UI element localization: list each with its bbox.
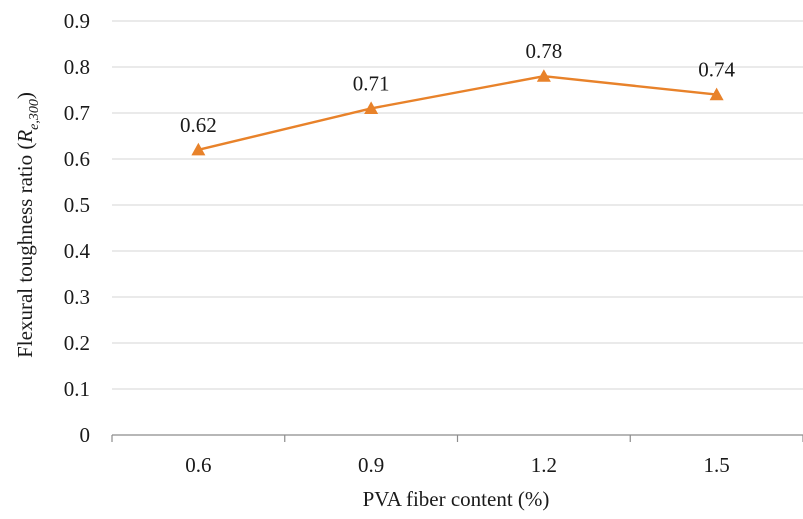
data-point-marker (536, 69, 551, 82)
y-axis-title: Flexural toughness ratio (Re,300) (13, 92, 42, 358)
data-point-marker (191, 142, 206, 156)
y-tick-label: 0.7 (64, 101, 90, 125)
data-point-marker (364, 101, 379, 114)
series-line (191, 69, 724, 156)
data-label: 0.74 (698, 58, 735, 82)
y-axis-title-suffix: ) (13, 92, 37, 99)
x-tick-label: 0.9 (358, 453, 384, 477)
y-tick-label: 0.5 (64, 193, 90, 217)
x-tick-label: 1.2 (531, 453, 557, 477)
y-axis-title-symbol: R (13, 130, 37, 144)
x-tick-label: 0.6 (185, 453, 211, 477)
x-axis-ticks: 0.6 0.9 1.2 1.5 (111, 435, 803, 477)
series-polyline (198, 74, 717, 151)
y-tick-label: 0.8 (64, 55, 90, 79)
y-axis-title-prefix: Flexural toughness ratio ( (13, 143, 37, 358)
x-axis-title: PVA fiber content (%) (363, 487, 550, 511)
data-label: 0.71 (353, 71, 390, 95)
y-tick-label: 0.6 (64, 147, 90, 171)
y-axis-ticks: 0 0.1 0.2 0.3 0.4 0.5 0.6 0.7 0.8 0.9 (64, 9, 91, 447)
y-tick-label: 0 (80, 423, 91, 447)
data-label: 0.62 (180, 113, 217, 137)
data-point-marker (709, 87, 724, 101)
y-tick-label: 0.9 (64, 9, 90, 33)
gridlines (112, 20, 803, 390)
y-tick-label: 0.4 (64, 239, 91, 263)
x-tick-label: 1.5 (704, 453, 730, 477)
y-tick-label: 0.3 (64, 285, 90, 309)
data-labels: 0.62 0.71 0.78 0.74 (180, 39, 736, 137)
y-axis-title-subscript: e,300 (27, 99, 42, 130)
data-label: 0.78 (526, 39, 563, 63)
y-tick-label: 0.2 (64, 331, 90, 355)
y-tick-label: 0.1 (64, 377, 90, 401)
